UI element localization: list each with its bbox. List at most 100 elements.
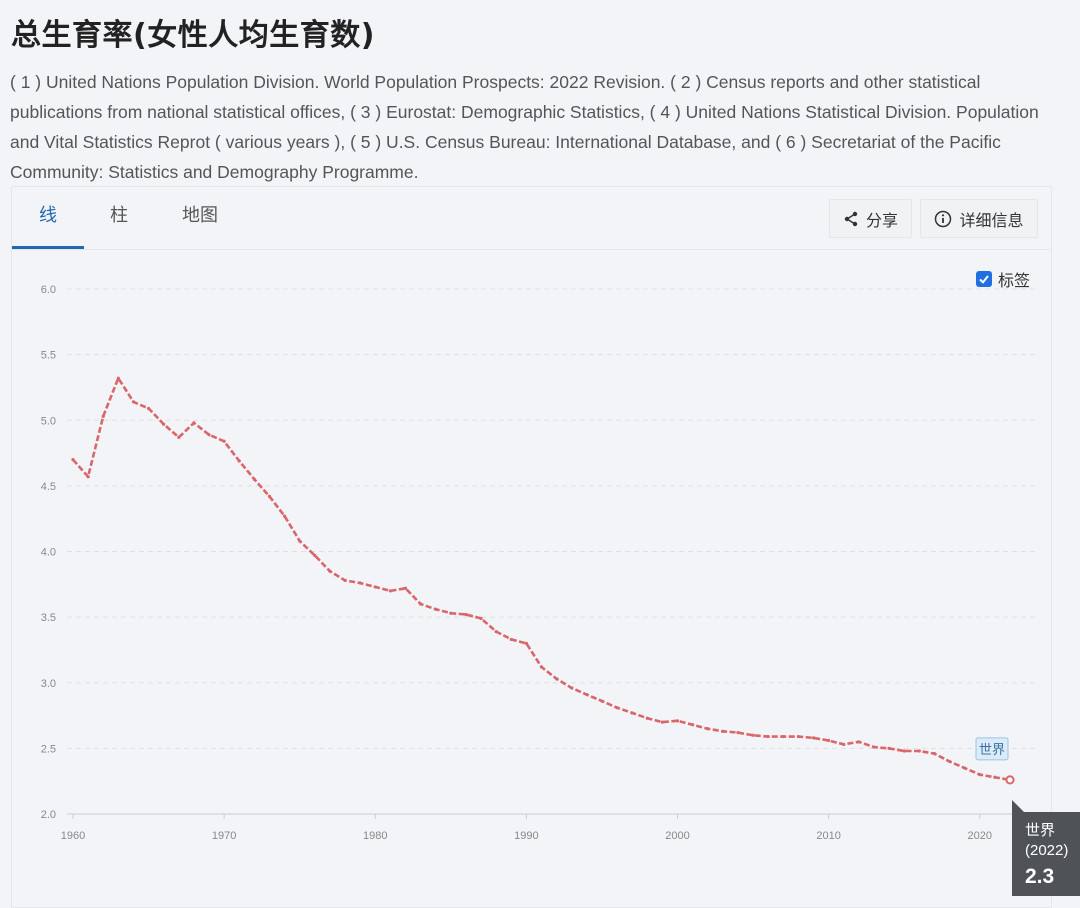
data-point [721, 729, 725, 733]
data-point [932, 752, 937, 756]
data-point [464, 612, 468, 617]
data-point [313, 553, 317, 558]
data-point [781, 734, 785, 739]
x-tick-label: 1960 [61, 830, 85, 842]
data-point [978, 773, 982, 777]
y-tick-label: 4.0 [41, 547, 56, 559]
x-tick-label: 2020 [968, 830, 992, 842]
data-point [192, 421, 196, 425]
data-point [479, 616, 483, 621]
x-tick-label: 1970 [212, 830, 236, 842]
data-point [343, 578, 347, 582]
data-point [358, 581, 362, 585]
data-point [857, 740, 861, 744]
y-tick-label: 5.5 [41, 350, 56, 362]
y-tick-label: 3.5 [41, 612, 56, 624]
info-icon [935, 210, 952, 227]
data-point [177, 435, 181, 439]
data-point [267, 494, 272, 498]
y-tick-label: 5.0 [41, 415, 56, 427]
data-point [691, 723, 695, 727]
data-point [1005, 775, 1015, 785]
data-point [872, 745, 876, 749]
hover-tooltip: 世界 (2022) 2.3 [1012, 812, 1080, 896]
data-point [645, 716, 649, 720]
tooltip-value: 2.3 [1025, 865, 1055, 888]
data-point [207, 433, 211, 437]
data-point [434, 607, 438, 611]
data-point [162, 422, 166, 426]
data-point [630, 711, 634, 715]
tab-line[interactable]: 线 [12, 187, 84, 249]
data-point [71, 458, 75, 462]
data-point [509, 637, 513, 642]
data-point [917, 749, 921, 753]
data-point [887, 746, 891, 750]
data-point [237, 459, 241, 463]
data-point [615, 706, 619, 710]
data-point [101, 414, 105, 418]
tooltip-arrow [1012, 800, 1024, 812]
data-point [282, 514, 287, 518]
share-button[interactable]: 分享 [829, 199, 912, 238]
y-tick-label: 2.5 [41, 743, 56, 755]
data-point [736, 731, 740, 735]
data-point [222, 439, 226, 443]
label-checkbox[interactable] [976, 271, 992, 287]
x-tick-label: 2010 [816, 830, 840, 842]
data-point [570, 686, 574, 690]
x-tick-label: 1980 [363, 830, 387, 842]
info-label: 详细信息 [959, 210, 1024, 230]
data-point [902, 749, 906, 753]
data-point [252, 477, 256, 481]
y-tick-label: 2.0 [41, 809, 56, 821]
label-toggle-text: 标签 [998, 271, 1031, 290]
data-point [418, 602, 423, 606]
tooltip-year: (2022) [1025, 842, 1069, 859]
y-tick-label: 4.5 [41, 481, 56, 493]
checkmark-icon [979, 275, 989, 284]
source-text: ( 1 ) United Nations Population Division… [10, 72, 1039, 182]
x-tick-label: 1990 [514, 830, 538, 842]
data-point [403, 586, 408, 590]
tab-bar[interactable]: 柱 [110, 205, 128, 226]
data-point [706, 727, 710, 731]
data-point [811, 736, 816, 740]
data-point [494, 629, 498, 634]
data-point [86, 475, 90, 479]
data-point [660, 720, 665, 724]
data-point [131, 400, 136, 404]
data-point [827, 738, 831, 743]
share-label: 分享 [865, 210, 898, 230]
data-point [675, 719, 680, 723]
data-point [373, 585, 377, 589]
tab-map[interactable]: 地图 [182, 205, 218, 226]
data-point [963, 766, 967, 770]
data-point [298, 539, 302, 543]
end-label-box [975, 737, 1009, 761]
end-label-text: 世界 [979, 743, 1005, 758]
data-point [116, 376, 120, 380]
y-tick-label: 6.0 [41, 284, 56, 296]
data-point [146, 406, 151, 411]
x-tick-label: 2000 [665, 830, 689, 842]
data-point [388, 589, 392, 593]
chart-type-tabs: 线 柱 地图 [12, 187, 246, 249]
data-point [524, 641, 528, 645]
label-toggle[interactable]: 标签 [976, 267, 1030, 291]
data-point [766, 734, 770, 739]
page-title: 总生育率(女性人均生育数) [11, 18, 375, 53]
info-button[interactable]: 详细信息 [920, 199, 1038, 238]
data-point [600, 699, 604, 703]
tooltip-series-name: 世界 [1025, 821, 1056, 839]
data-point [449, 611, 453, 615]
data-point [947, 759, 952, 764]
data-point [328, 569, 332, 573]
data-point [539, 665, 544, 669]
data-point [751, 733, 755, 737]
data-point [555, 677, 559, 681]
y-tick-label: 3.0 [41, 678, 56, 690]
share-icon [844, 211, 858, 226]
data-point [796, 734, 801, 739]
